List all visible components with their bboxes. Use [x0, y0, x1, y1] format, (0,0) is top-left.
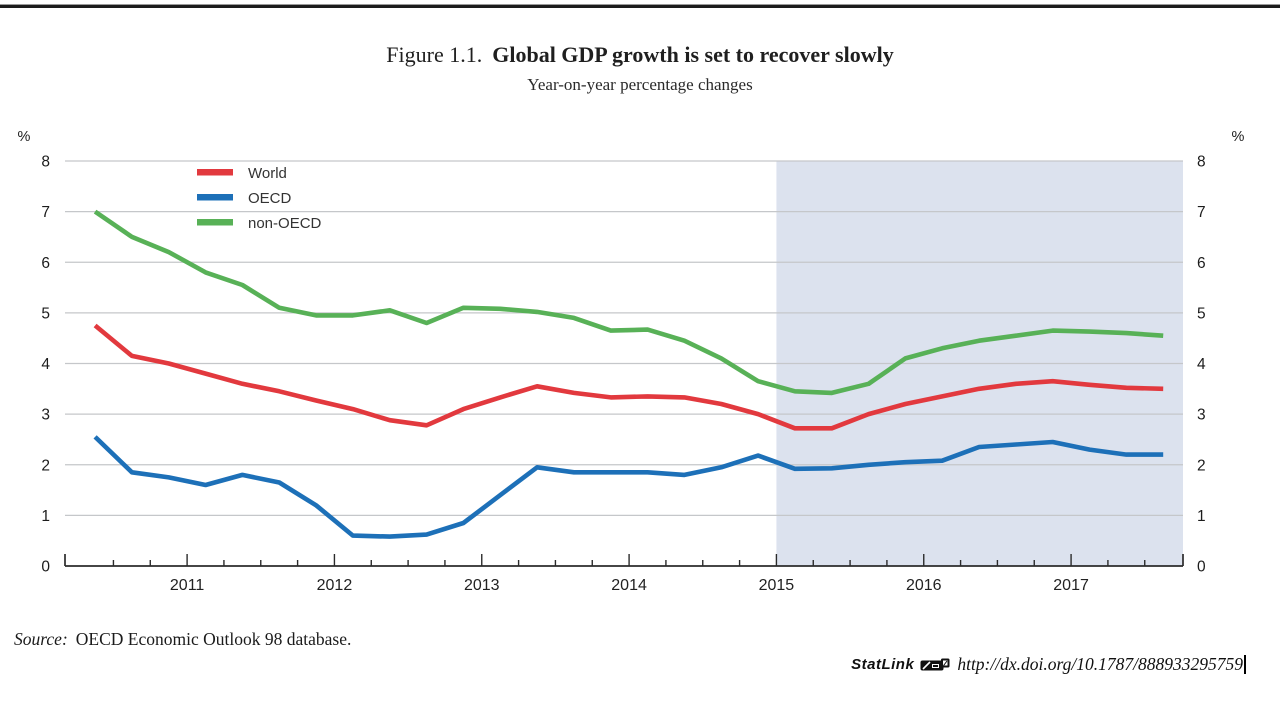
- axis-ticks: [112, 554, 1146, 566]
- svg-text:2015: 2015: [759, 577, 795, 594]
- year-labels: 2011 2012 2013 2014 2015 2016 2017: [170, 577, 1089, 594]
- statlink-label: StatLink: [851, 656, 915, 673]
- statlink-line: StatLink http://dx.doi.org/10.1787/88893…: [851, 654, 1246, 675]
- figure-subtitle: Year-on-year percentage changes: [527, 75, 753, 94]
- svg-text:2016: 2016: [906, 577, 942, 594]
- legend-swatch-world: [197, 169, 233, 176]
- series-world-line: [93, 323, 1164, 431]
- svg-text:2: 2: [1197, 457, 1206, 474]
- svg-text:3: 3: [1197, 407, 1206, 424]
- legend-label-non-oecd: non-OECD: [248, 215, 322, 232]
- figure-label: Figure 1.1.: [386, 42, 483, 67]
- legend-label-oecd: OECD: [248, 190, 292, 207]
- svg-text:0: 0: [1197, 559, 1206, 576]
- svg-text:2017: 2017: [1053, 577, 1089, 594]
- svg-text:3: 3: [41, 407, 50, 424]
- svg-text:4: 4: [1197, 356, 1206, 373]
- svg-text:4: 4: [41, 356, 50, 373]
- statlink-url[interactable]: http://dx.doi.org/10.1787/888933295759: [957, 654, 1243, 674]
- svg-text:1: 1: [41, 508, 50, 525]
- svg-text:1: 1: [1197, 508, 1206, 525]
- text-cursor: [1244, 655, 1246, 674]
- source-text: OECD Economic Outlook 98 database.: [75, 629, 352, 649]
- svg-text:5: 5: [41, 305, 50, 322]
- series-oecd-line: [93, 435, 1164, 539]
- svg-text:7: 7: [1197, 204, 1206, 221]
- legend: World OECD non-OECD: [197, 165, 322, 232]
- top-rule: [0, 4, 1280, 8]
- figure-title: Global GDP growth is set to recover slow…: [492, 42, 894, 67]
- svg-text:2: 2: [41, 457, 50, 474]
- svg-text:6: 6: [1197, 255, 1206, 272]
- svg-text:7: 7: [41, 204, 50, 221]
- svg-text:%: %: [18, 129, 31, 145]
- source-line: Source: OECD Economic Outlook 98 database…: [14, 629, 351, 650]
- series-non-oecd-line: [93, 209, 1164, 396]
- source-label: Source:: [14, 629, 68, 649]
- svg-text:2011: 2011: [170, 577, 205, 594]
- legend-label-world: World: [248, 165, 287, 182]
- figure-title-line: Figure 1.1. Global GDP growth is set to r…: [0, 42, 1280, 68]
- svg-text:8: 8: [41, 154, 50, 171]
- figure-header: Figure 1.1. Global GDP growth is set to r…: [0, 42, 1280, 95]
- svg-text:5: 5: [1197, 305, 1206, 322]
- legend-swatch-non-oecd: [197, 219, 233, 226]
- svg-text:%: %: [1232, 129, 1245, 145]
- gridlines: [65, 160, 1183, 516]
- svg-text:6: 6: [41, 255, 50, 272]
- svg-text:8: 8: [1197, 154, 1206, 171]
- legend-swatch-oecd: [197, 194, 233, 201]
- x-axis: [64, 554, 1184, 567]
- svg-text:2014: 2014: [611, 577, 647, 594]
- y-axis-labels-left: 0 1 2 3 4 5 6 7 8: [41, 154, 50, 576]
- y-axis-labels-right: 0 1 2 3 4 5 6 7 8: [1197, 154, 1206, 576]
- svg-text:0: 0: [41, 559, 50, 576]
- svg-text:2012: 2012: [317, 577, 353, 594]
- percent-labels: %%: [18, 129, 1245, 145]
- svg-text:2013: 2013: [464, 577, 500, 594]
- statlink-icon: [920, 658, 950, 670]
